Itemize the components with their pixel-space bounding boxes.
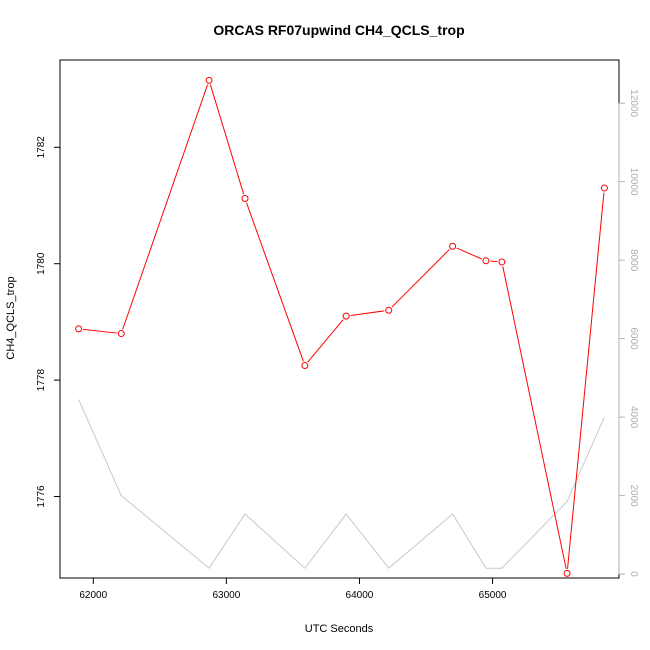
y-axis-right: 0 2000 4000 6000 8000 10000 12000 xyxy=(618,89,639,577)
data-point xyxy=(117,330,125,338)
y2-tick-label: 6000 xyxy=(628,327,639,350)
primary-series-segment xyxy=(209,84,245,195)
primary-series-segment xyxy=(490,260,498,263)
primary-series-segment xyxy=(122,84,209,330)
series-secondary xyxy=(78,399,605,569)
secondary-series-line xyxy=(78,399,605,569)
primary-series-segment xyxy=(350,310,385,316)
primary-series-segment xyxy=(307,319,344,363)
data-point xyxy=(482,257,490,265)
y-axis-label: CH4_QCLS_trop xyxy=(5,276,17,359)
data-point xyxy=(342,312,350,320)
data-point xyxy=(385,306,393,314)
primary-series-segment xyxy=(502,266,567,570)
chart-title: ORCAS RF07upwind CH4_QCLS_trop xyxy=(213,22,464,38)
y2-tick-label: 10000 xyxy=(628,168,639,196)
y2-tick-label: 4000 xyxy=(628,406,639,429)
x-tick-label: 64000 xyxy=(346,590,374,601)
primary-series-segment xyxy=(456,247,482,260)
x-tick-label: 63000 xyxy=(212,590,240,601)
y2-tick-label: 8000 xyxy=(628,249,639,272)
y2-tick-label: 2000 xyxy=(628,484,639,507)
data-point xyxy=(75,325,83,333)
primary-series-segment xyxy=(391,249,450,308)
data-point xyxy=(241,195,249,203)
x-axis: 62000 63000 64000 65000 xyxy=(79,577,507,601)
y-tick-label: 1780 xyxy=(36,252,47,275)
data-point xyxy=(449,242,457,250)
y2-tick-label: 0 xyxy=(628,571,639,577)
primary-series-segment xyxy=(567,192,605,569)
x-axis-label: UTC Seconds xyxy=(305,623,374,635)
plot-frame xyxy=(59,59,620,579)
y2-tick-label: 12000 xyxy=(628,89,639,117)
series-primary xyxy=(75,76,608,577)
primary-series-segment xyxy=(83,328,117,334)
y-tick-label: 1776 xyxy=(36,485,47,508)
data-point xyxy=(498,258,506,266)
data-point xyxy=(205,76,213,84)
data-point xyxy=(301,362,309,370)
x-tick-label: 62000 xyxy=(79,590,107,601)
data-point xyxy=(600,184,608,192)
y-axis-left: 1776 1778 1780 1782 xyxy=(36,136,61,508)
data-point xyxy=(563,569,571,577)
primary-series-segment xyxy=(246,202,304,362)
y-tick-label: 1778 xyxy=(36,369,47,392)
x-tick-label: 65000 xyxy=(479,590,507,601)
y-tick-label: 1782 xyxy=(36,136,47,159)
